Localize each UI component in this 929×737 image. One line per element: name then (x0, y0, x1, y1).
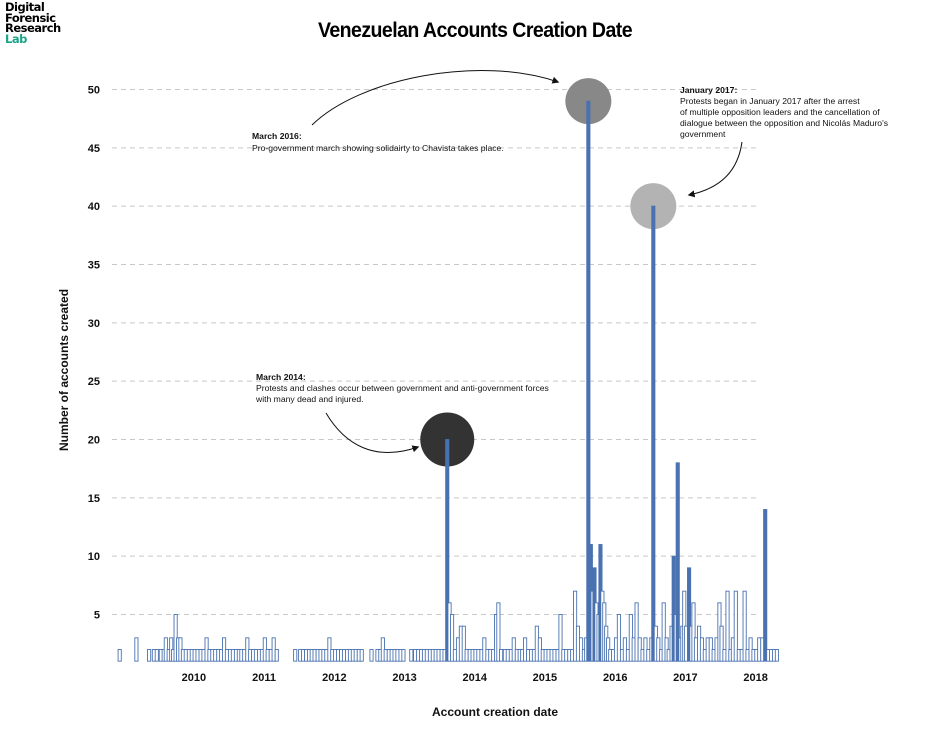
y-tick-label: 25 (88, 376, 100, 388)
annotation-text: Protests and clashes occur between gover… (256, 383, 549, 393)
annotation-text: government (680, 129, 726, 139)
annotation-text: Protests began in January 2017 after the… (680, 96, 860, 106)
x-tick-label: 2010 (182, 672, 206, 684)
bar (725, 590, 730, 662)
bar (154, 649, 159, 662)
y-tick-label: 5 (94, 610, 100, 622)
bar (359, 649, 364, 662)
bar (499, 649, 504, 662)
annotation-title: March 2016: (252, 131, 302, 141)
x-axis-ticks: 2010 2011 2012 2013 2014 2015 2016 2017 2018 (182, 672, 768, 684)
x-axis-label: Account creation date (432, 705, 558, 719)
bar (369, 649, 374, 662)
logo-line-digital: Digital (5, 0, 45, 14)
y-tick-label: 40 (88, 201, 100, 213)
bar (450, 614, 455, 662)
bar (147, 649, 152, 662)
bar (401, 649, 406, 662)
bar (691, 602, 696, 662)
annotation-text: of multiple opposition leaders and the c… (680, 107, 880, 117)
annotation-text: Pro-government march showing solidairty … (252, 143, 504, 153)
annotation-arrow (325, 412, 420, 453)
bar (634, 602, 639, 662)
bar (774, 649, 779, 662)
bar (293, 649, 298, 662)
x-tick-label: 2016 (603, 672, 627, 684)
y-tick-label: 50 (88, 85, 100, 97)
x-tick-label: 2018 (743, 672, 767, 684)
annotation-text: dialogue between the opposition and Nico… (680, 118, 888, 128)
x-tick-label: 2015 (533, 672, 557, 684)
logo-line-research: Research (5, 21, 61, 35)
y-tick-label: 35 (88, 260, 100, 272)
annotation-march-2014: March 2014: Protests and clashes occur b… (255, 372, 549, 453)
y-tick-label: 45 (88, 143, 100, 155)
y-axis-label: Number of accounts created (57, 289, 71, 451)
bar (558, 614, 563, 662)
x-tick-label: 2013 (392, 672, 416, 684)
bar (461, 625, 466, 662)
y-tick-label: 10 (88, 551, 100, 563)
bar (134, 637, 139, 662)
x-tick-label: 2011 (252, 672, 276, 684)
x-tick-label: 2017 (673, 672, 697, 684)
annotation-january-2017: January 2017: Protests began in January … (680, 85, 888, 198)
annotation-text: with many dead and injured. (255, 394, 364, 404)
x-tick-label: 2012 (322, 672, 346, 684)
bar (616, 614, 621, 662)
bar (742, 590, 747, 662)
annotation-title: March 2014: (256, 372, 306, 382)
logo-line-forensic: Forensic (5, 10, 56, 25)
y-tick-label: 30 (88, 318, 100, 330)
chart-title: Venezuelan Accounts Creation Date (317, 19, 633, 42)
bar (117, 649, 122, 662)
dfrlab-logo: Digital Forensic Research Lab (5, 2, 61, 44)
y-axis-ticks: 5 10 15 20 25 30 35 40 45 50 (88, 85, 100, 622)
y-tick-label: 15 (88, 493, 100, 505)
logo-line-lab: Lab (5, 31, 27, 46)
annotation-march-2016: March 2016: Pro-government march showing… (252, 69, 560, 153)
gridlines (112, 89, 760, 615)
bar (409, 649, 414, 662)
bars (117, 100, 779, 662)
highlight-circles (420, 78, 677, 467)
annotation-title: January 2017: (680, 85, 737, 95)
bar (274, 649, 279, 662)
bar (496, 602, 501, 662)
bar (661, 602, 666, 662)
bar (719, 625, 724, 662)
y-tick-label: 20 (88, 435, 100, 447)
annotation-arrow (687, 141, 743, 198)
bar (733, 590, 738, 662)
x-tick-label: 2014 (462, 672, 487, 684)
annotation-arrow (311, 69, 560, 126)
